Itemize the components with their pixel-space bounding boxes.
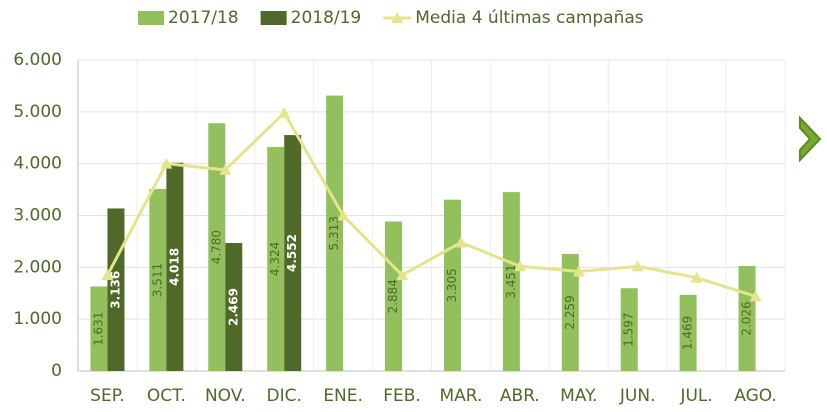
x-tick-label: DIC. bbox=[267, 386, 302, 406]
bar bbox=[385, 221, 403, 371]
x-tick-label: AGO. bbox=[734, 386, 777, 406]
line bbox=[106, 110, 756, 298]
x-tick-label: OCT. bbox=[147, 386, 186, 406]
data-label: 1.631 bbox=[91, 312, 105, 346]
bar bbox=[620, 288, 638, 371]
grid bbox=[78, 59, 786, 372]
data-label: 4.552 bbox=[285, 234, 299, 272]
data-label: 1.597 bbox=[622, 312, 636, 346]
marker bbox=[631, 260, 644, 272]
marker bbox=[278, 106, 291, 118]
legend-item: 2017/18 bbox=[138, 8, 239, 28]
legend-item: 2018/19 bbox=[260, 8, 362, 28]
data-label: 4.324 bbox=[268, 242, 282, 276]
legend-label: Media 4 últimas campañas bbox=[415, 8, 644, 28]
bar bbox=[90, 286, 108, 371]
marker bbox=[749, 290, 762, 302]
marker bbox=[101, 269, 114, 281]
data-label: 4.780 bbox=[209, 230, 223, 264]
x-tick-label: JUL. bbox=[679, 386, 712, 406]
legend-label: 2018/19 bbox=[291, 8, 362, 28]
y-tick-label: 1.000 bbox=[13, 309, 62, 329]
y-tick-label: 4.000 bbox=[13, 154, 62, 174]
marker bbox=[454, 236, 467, 248]
data-label: 2.259 bbox=[563, 295, 577, 329]
bar bbox=[166, 162, 184, 371]
data-label: 4.018 bbox=[167, 248, 181, 286]
x-tick-label: MAY. bbox=[560, 386, 597, 406]
x-tick-label: JUN. bbox=[619, 386, 656, 406]
y-tick-label: 6.000 bbox=[13, 50, 62, 70]
x-tick-label: MAR. bbox=[439, 386, 482, 406]
marker bbox=[219, 163, 232, 175]
bar bbox=[208, 123, 226, 371]
bar bbox=[267, 146, 285, 371]
next-arrow[interactable] bbox=[799, 115, 822, 163]
bar bbox=[443, 199, 461, 371]
marker bbox=[572, 265, 585, 277]
y-tick-label: 2.000 bbox=[13, 257, 62, 277]
data-label: 2.469 bbox=[226, 288, 240, 326]
bar bbox=[284, 135, 302, 371]
y-tick-label: 3.000 bbox=[13, 206, 62, 226]
x-tick-label: FEB. bbox=[383, 386, 421, 406]
bar bbox=[326, 95, 344, 371]
data-label: 2.884 bbox=[386, 279, 400, 313]
data-label: 3.511 bbox=[150, 263, 164, 297]
data-label: 5.313 bbox=[327, 216, 341, 250]
marker bbox=[396, 269, 409, 281]
marker bbox=[513, 260, 526, 272]
y-tick-label: 0 bbox=[51, 361, 62, 381]
marker bbox=[160, 157, 173, 169]
y-tick-label: 5.000 bbox=[13, 102, 62, 122]
legend-label: 2017/18 bbox=[168, 8, 239, 28]
bar bbox=[225, 243, 243, 371]
bar bbox=[679, 294, 697, 371]
bar bbox=[149, 189, 167, 371]
legend-swatch bbox=[138, 11, 164, 25]
x-tick-label: SEP. bbox=[90, 386, 125, 406]
data-label: 3.136 bbox=[108, 271, 122, 309]
data-label: 3.451 bbox=[504, 264, 518, 298]
marker bbox=[690, 271, 703, 283]
data-label: 1.469 bbox=[681, 316, 695, 350]
legend-swatch bbox=[260, 11, 287, 25]
x-tick-label: ABR. bbox=[500, 386, 540, 406]
marker bbox=[337, 209, 350, 221]
x-tick-label: ENE. bbox=[323, 386, 363, 406]
legend-item: Media 4 últimas campañas bbox=[383, 8, 644, 28]
x-tick-label: NOV. bbox=[205, 386, 246, 406]
data-label: 2.026 bbox=[740, 301, 754, 335]
bar bbox=[502, 192, 520, 371]
bar bbox=[561, 253, 579, 371]
data-label: 3.305 bbox=[445, 268, 459, 302]
legend-marker bbox=[391, 12, 404, 23]
